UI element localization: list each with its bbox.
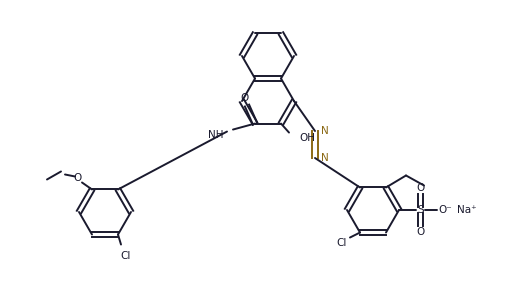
Text: O: O	[417, 183, 425, 193]
Text: O: O	[241, 92, 249, 103]
Text: O: O	[417, 227, 425, 237]
Text: NH: NH	[209, 130, 224, 140]
Text: Cl: Cl	[337, 238, 347, 247]
Text: O⁻: O⁻	[438, 205, 452, 215]
Text: O: O	[73, 173, 81, 184]
Text: S: S	[418, 205, 425, 215]
Text: N: N	[321, 153, 329, 163]
Text: OH: OH	[299, 133, 315, 142]
Text: Na⁺: Na⁺	[457, 205, 477, 215]
Text: N: N	[321, 126, 329, 136]
Text: Cl: Cl	[121, 251, 131, 261]
